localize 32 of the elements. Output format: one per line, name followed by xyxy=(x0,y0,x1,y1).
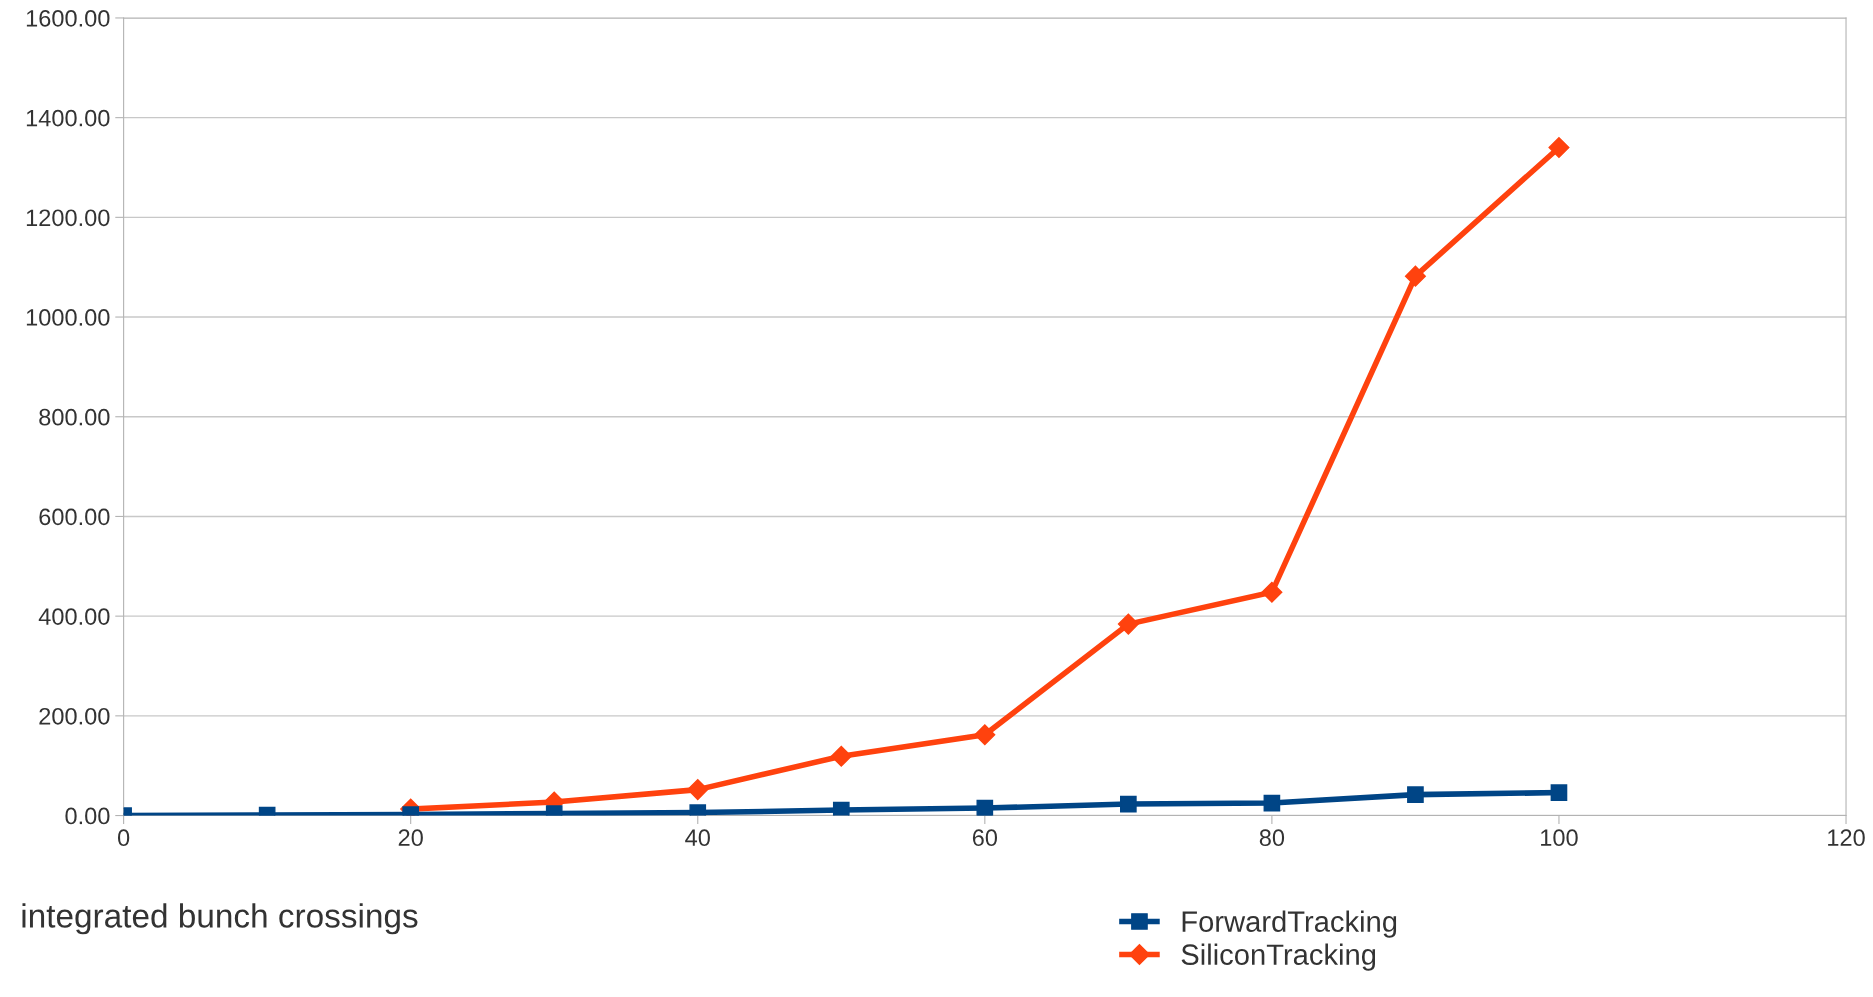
y-tick-label: 400.00 xyxy=(38,608,110,625)
x-tick-label: 80 xyxy=(1259,829,1285,847)
y-tick-label: 1400.00 xyxy=(26,109,110,127)
point xyxy=(1404,265,1426,287)
y-tick-label: 1200.00 xyxy=(26,209,110,227)
x-tick-label: 120 xyxy=(1828,829,1865,847)
x-tick-label: 0 xyxy=(117,829,130,847)
x-tick-label: 40 xyxy=(685,829,710,847)
legend-label: ForwardTracking xyxy=(1182,910,1397,938)
point xyxy=(1550,784,1568,801)
y-tick-label: 800.00 xyxy=(39,408,110,426)
point xyxy=(1263,794,1281,812)
point xyxy=(976,799,994,816)
point xyxy=(974,724,996,746)
legend-label: SiliconTracking xyxy=(1181,943,1376,971)
point xyxy=(832,801,850,816)
point xyxy=(1407,786,1424,803)
y-tick-label: 600.00 xyxy=(39,508,110,526)
point xyxy=(1117,613,1139,635)
x-tick-label: 20 xyxy=(398,829,423,847)
point xyxy=(1120,795,1137,813)
x-axis-title: integrated bunch crossings xyxy=(22,903,418,935)
y-tick-label: 200.00 xyxy=(39,707,110,725)
y-tick-label: 0.00 xyxy=(65,807,110,825)
point xyxy=(1548,137,1570,159)
point xyxy=(1261,581,1283,603)
x-tick-label: 60 xyxy=(972,829,998,847)
point xyxy=(687,779,709,801)
y-tick-label: 1000.00 xyxy=(26,309,110,326)
y-tick-label: 1600.00 xyxy=(26,10,110,27)
point xyxy=(830,745,852,767)
x-tick-label: 100 xyxy=(1541,829,1578,847)
